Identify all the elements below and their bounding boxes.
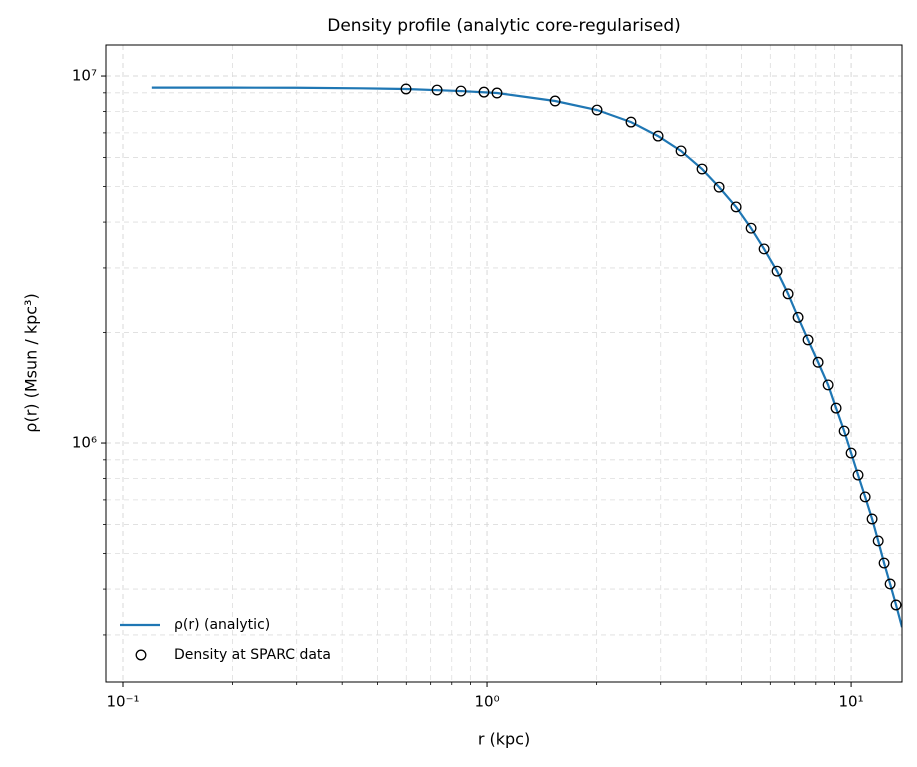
data-point bbox=[549, 95, 561, 107]
data-point bbox=[812, 356, 824, 368]
data-point bbox=[591, 104, 603, 116]
data-point bbox=[878, 557, 890, 569]
y-tick-label: 10⁶ bbox=[72, 434, 97, 452]
legend-label: Density at SPARC data bbox=[174, 647, 331, 663]
data-point bbox=[802, 334, 814, 346]
data-point bbox=[884, 578, 896, 590]
data-point bbox=[625, 116, 637, 128]
data-point bbox=[491, 87, 503, 99]
data-point bbox=[431, 84, 443, 96]
data-point bbox=[845, 447, 857, 459]
data-point bbox=[745, 222, 757, 234]
x-tick-label: 10¹ bbox=[839, 693, 864, 711]
plot-area bbox=[151, 83, 902, 628]
data-point bbox=[758, 243, 770, 255]
data-point bbox=[890, 599, 902, 611]
data-point bbox=[400, 83, 412, 95]
legend-swatch bbox=[135, 649, 147, 661]
x-tick-label: 10⁻¹ bbox=[106, 693, 139, 711]
x-tick-label: 10⁰ bbox=[474, 693, 499, 711]
data-point bbox=[838, 425, 850, 437]
data-point bbox=[675, 145, 687, 157]
axes-frame bbox=[105, 44, 903, 683]
data-point bbox=[822, 379, 834, 391]
data-point bbox=[652, 130, 664, 142]
data-point bbox=[792, 311, 804, 323]
data-point bbox=[478, 86, 490, 98]
line bbox=[151, 86, 902, 628]
y-axis-label: ρ(r) (Msun / kpc³) bbox=[22, 293, 41, 432]
legend-label: ρ(r) (analytic) bbox=[174, 617, 270, 633]
data-point bbox=[771, 265, 783, 277]
y-tick-label: 10⁷ bbox=[72, 67, 97, 85]
data-point bbox=[866, 513, 878, 525]
data-point bbox=[859, 491, 871, 503]
data-point bbox=[782, 288, 794, 300]
data-point bbox=[852, 469, 864, 481]
data-point bbox=[872, 535, 884, 547]
data-point bbox=[696, 163, 708, 175]
data-point bbox=[830, 402, 842, 414]
x-axis-label: r (kpc) bbox=[478, 730, 530, 749]
data-point bbox=[713, 181, 725, 193]
chart-title: Density profile (analytic core-regularis… bbox=[327, 16, 681, 36]
data-point bbox=[455, 85, 467, 97]
data-point bbox=[730, 201, 742, 213]
